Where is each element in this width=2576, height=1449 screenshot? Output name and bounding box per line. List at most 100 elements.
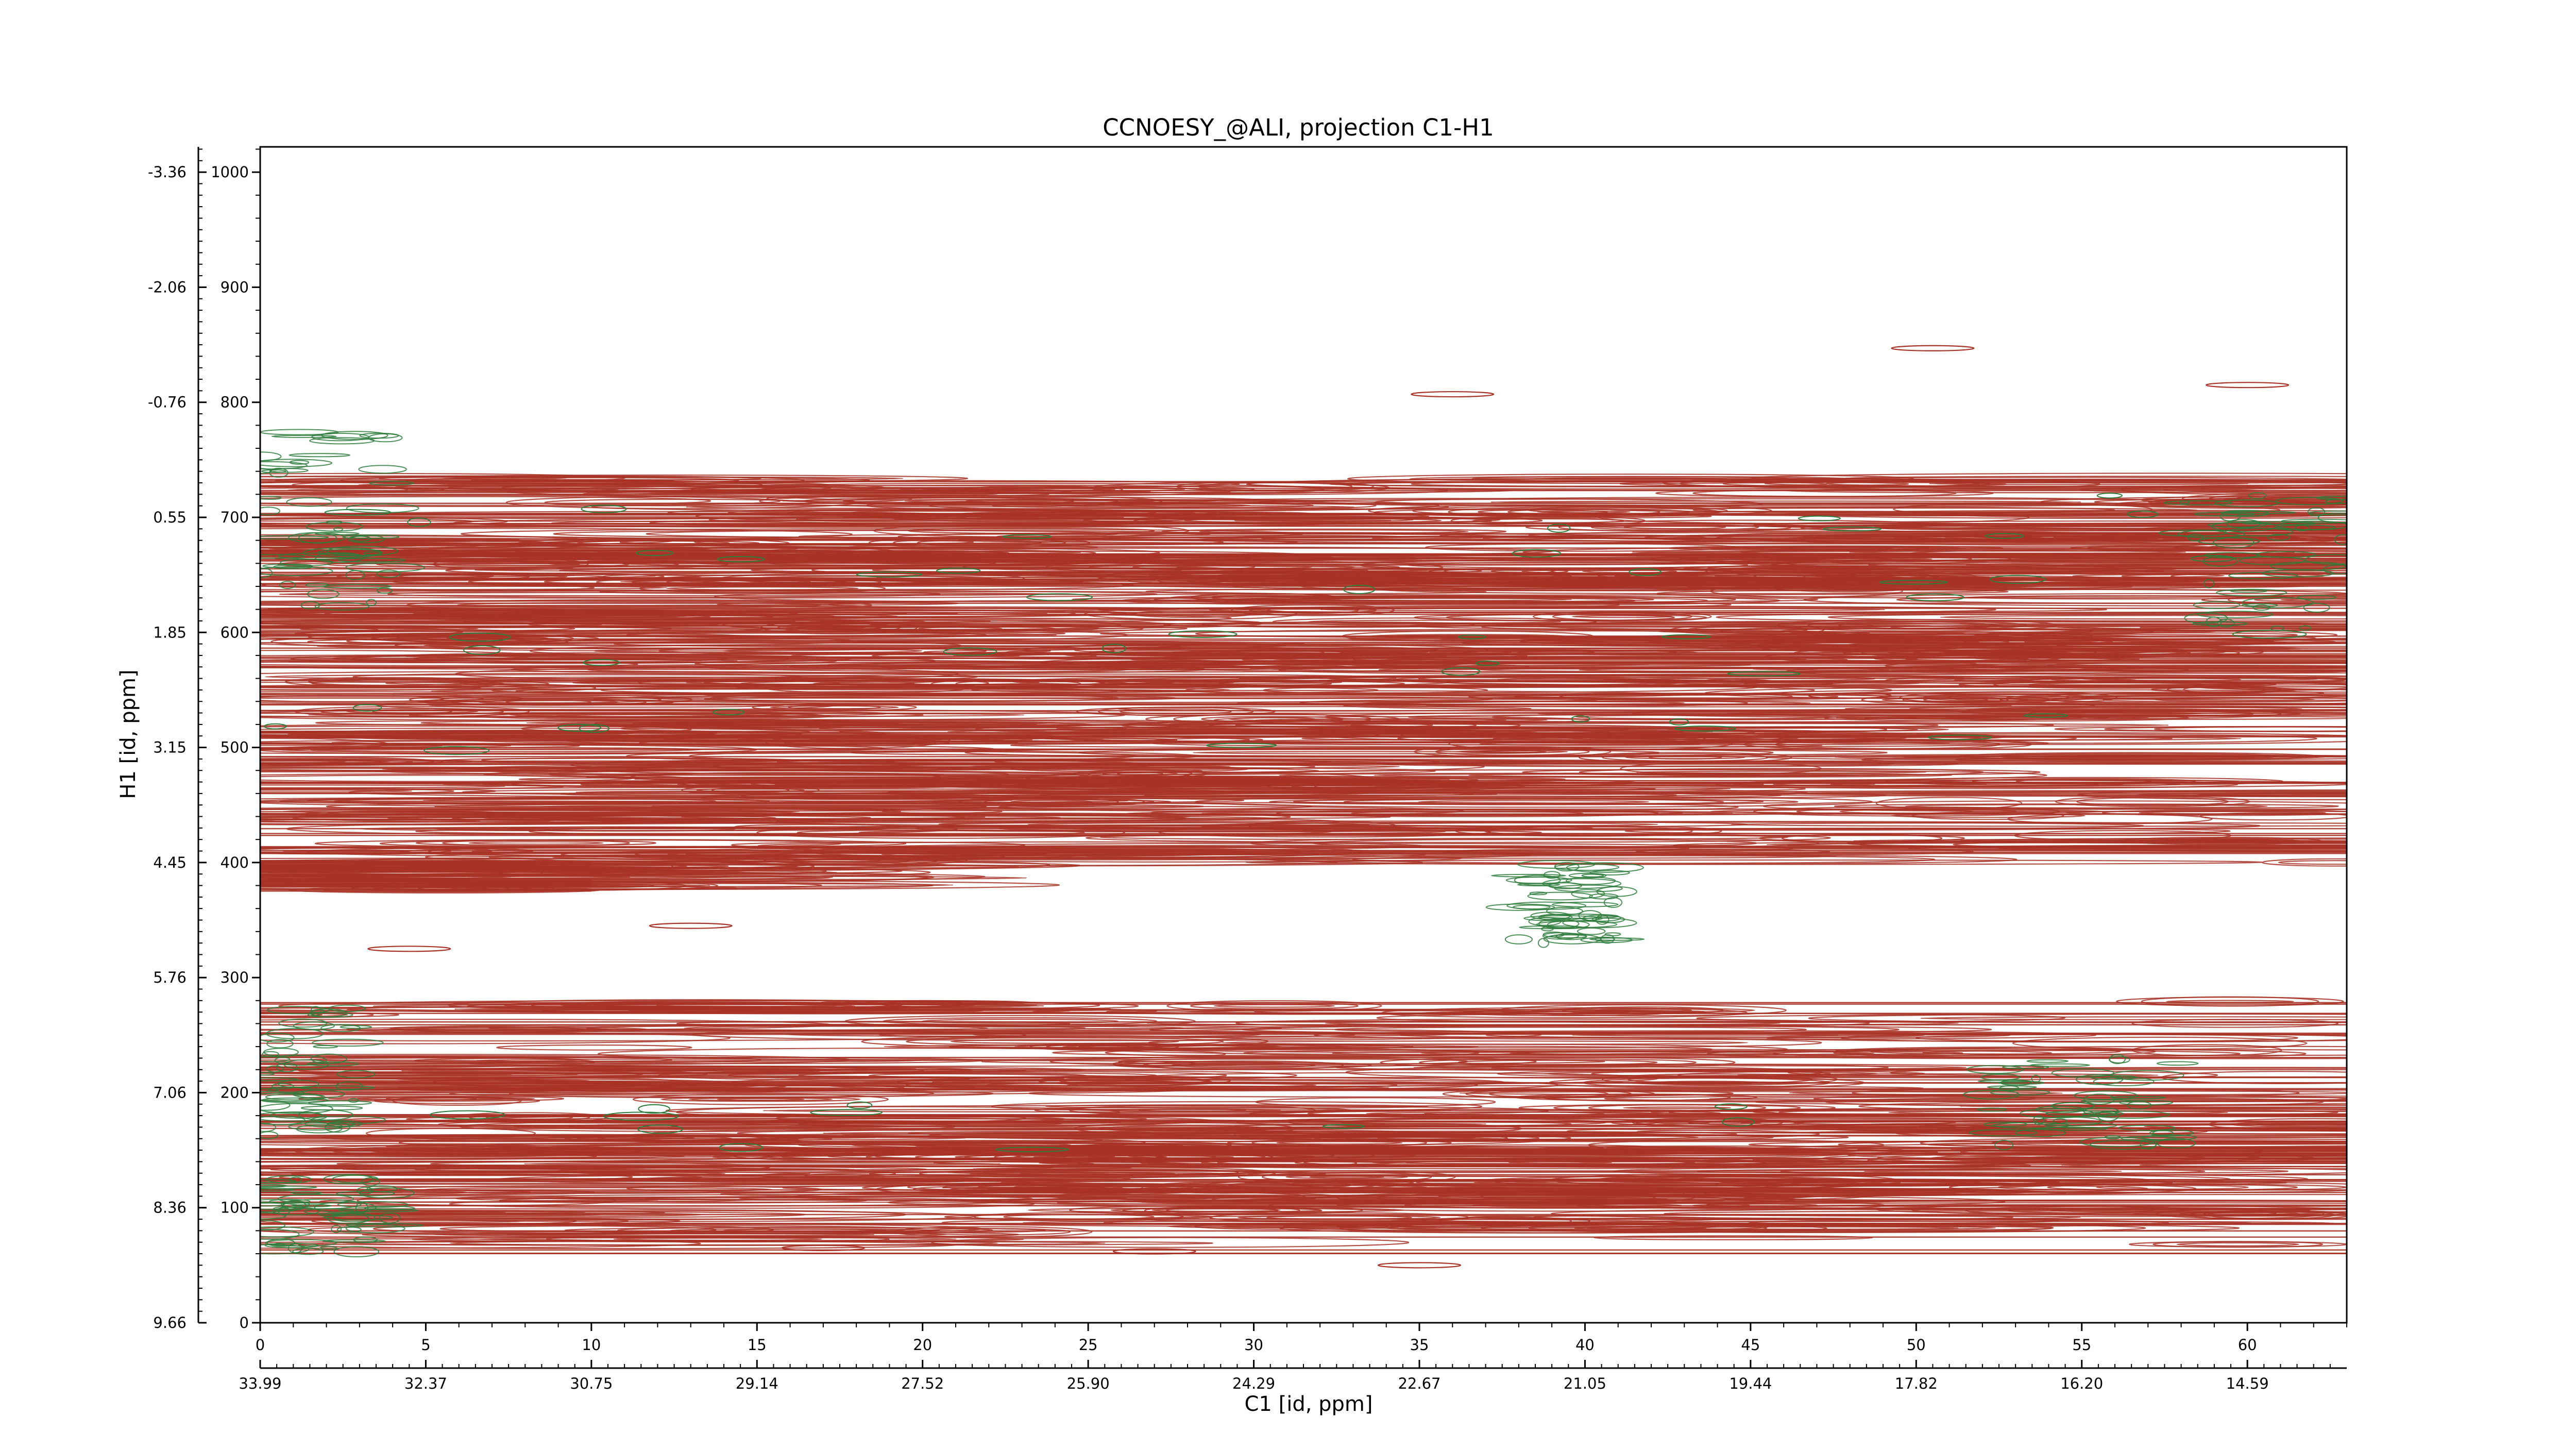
contour-positive	[2199, 812, 2347, 821]
contour-positive	[660, 1097, 861, 1102]
contour-negative	[260, 1077, 298, 1082]
contour-positive	[260, 816, 701, 825]
contour-negative	[1822, 526, 1882, 532]
contour-negative	[346, 1223, 424, 1228]
contour-negative	[2127, 510, 2159, 518]
x-ppm-tick-label: 22.67	[1398, 1375, 1440, 1392]
contour-negative	[1966, 1065, 2024, 1074]
contour-negative	[1589, 937, 1645, 941]
y-ppm-tick-label: 8.36	[153, 1199, 187, 1217]
contour-positive	[2150, 687, 2298, 693]
contour-negative	[1879, 580, 1948, 585]
contour-positive	[1888, 1110, 2229, 1115]
contour-positive	[1709, 1097, 2347, 1101]
contour-positive	[1922, 1049, 2347, 1056]
contour-negative	[323, 1215, 393, 1221]
contour-negative	[2110, 1070, 2184, 1081]
contour-positive	[1753, 806, 2060, 817]
x-tick-label: 45	[1741, 1336, 1760, 1354]
contour-positive	[2055, 796, 2250, 807]
x-tick-label: 25	[1079, 1336, 1098, 1354]
contour-positive	[866, 499, 1439, 512]
contour-negative	[1458, 634, 1486, 639]
contour-negative	[1990, 1089, 2050, 1096]
contour-negative	[638, 1104, 670, 1114]
contour-negative	[2334, 534, 2347, 545]
contour-negative	[846, 1101, 873, 1109]
y-tick-label: 1000	[211, 163, 249, 181]
contour-negative	[309, 437, 375, 445]
contour-positive	[1611, 1119, 1804, 1126]
contour-negative	[1798, 515, 1841, 521]
contour-negative	[2030, 1063, 2090, 1067]
contour-positive	[1411, 391, 1495, 398]
contour-positive	[1668, 1226, 1959, 1230]
contour-negative	[364, 1205, 415, 1211]
contour-positive	[1887, 650, 2071, 655]
contour-negative	[315, 552, 365, 563]
y-tick-label: 800	[221, 394, 249, 411]
contour-negative	[423, 746, 490, 755]
contour-positive	[1845, 476, 2347, 481]
contour-positive	[260, 486, 445, 493]
contour-positive	[1471, 476, 1790, 482]
contour-positive	[1284, 574, 1495, 578]
contour-negative	[1101, 644, 1127, 653]
contour-negative	[2232, 630, 2307, 639]
contour-negative	[2156, 1138, 2196, 1149]
contour-positive	[415, 839, 656, 847]
contour-negative	[1600, 934, 1615, 944]
contour-positive	[2154, 726, 2347, 732]
contour-negative	[376, 587, 393, 594]
contour-negative	[1595, 914, 1609, 925]
contour-negative	[1538, 914, 1573, 921]
contour-positive	[2262, 858, 2347, 867]
x-tick-label: 30	[1244, 1336, 1263, 1354]
contour-positive	[1389, 662, 1447, 664]
contour-negative	[2079, 1137, 2155, 1148]
contour-positive	[1418, 800, 1650, 804]
contour-positive	[1309, 1175, 1384, 1178]
contour-positive	[1693, 507, 2115, 514]
contour-negative	[314, 1202, 377, 1214]
contour-positive	[825, 1079, 1558, 1092]
contour-positive	[1238, 1170, 1456, 1184]
contour-positive	[1158, 826, 1491, 838]
contour-negative	[266, 1065, 284, 1073]
contour-negative	[1568, 872, 1607, 879]
y-tick-label: 200	[221, 1084, 249, 1101]
contour-positive	[781, 1244, 865, 1251]
contour-positive	[260, 496, 711, 506]
contour-positive	[769, 795, 949, 800]
axes: 0 5 10 15 20 25 30 35 40 45 50 55 60 33.99 32.37 30.75 2…	[148, 146, 2348, 1392]
contour-negative	[2149, 1129, 2194, 1137]
contour-positive	[1832, 559, 2347, 566]
contour-negative	[260, 1100, 291, 1111]
contour-negative	[289, 453, 351, 458]
contour-negative	[1529, 891, 1547, 896]
contour-positive	[376, 561, 630, 568]
contour-negative	[2303, 602, 2330, 613]
contour-positive	[437, 1118, 1386, 1131]
contour-negative	[307, 589, 340, 599]
contour-negative	[333, 1246, 380, 1258]
contour-positive	[1078, 748, 1660, 757]
contour-negative	[345, 1224, 405, 1234]
x-ppm-tick-label: 17.82	[1895, 1375, 1938, 1392]
contour-positive	[496, 1044, 692, 1051]
contour-positive	[1031, 733, 1799, 743]
contour-positive	[449, 1240, 998, 1246]
contour-positive	[298, 1096, 565, 1102]
contour-negative	[260, 1103, 333, 1114]
contour-positive	[1088, 660, 1246, 666]
contour-negative	[1984, 1121, 2027, 1127]
contour-negative	[429, 1110, 505, 1120]
contour-negative	[1547, 524, 1571, 533]
contour-negative	[2033, 1115, 2045, 1125]
y-ppm-tick-label: 7.06	[153, 1084, 187, 1101]
contour-positive	[1571, 615, 1673, 618]
contour-negative	[379, 1212, 401, 1224]
contour-negative	[2242, 597, 2314, 609]
contour-negative	[1554, 863, 1620, 871]
contour-negative	[260, 1188, 295, 1192]
